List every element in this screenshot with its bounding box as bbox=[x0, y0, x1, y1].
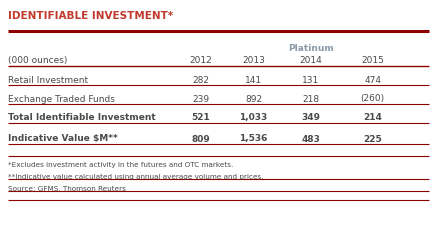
Text: 1,033: 1,033 bbox=[239, 113, 268, 122]
Text: 521: 521 bbox=[191, 113, 210, 122]
Text: 239: 239 bbox=[192, 94, 209, 104]
Text: *Excludes investment activity in the futures and OTC markets.: *Excludes investment activity in the fut… bbox=[8, 162, 233, 168]
Text: Exchange Traded Funds: Exchange Traded Funds bbox=[8, 94, 115, 104]
Text: 218: 218 bbox=[303, 94, 319, 104]
Text: Retail Investment: Retail Investment bbox=[8, 76, 88, 85]
Text: Source: GFMS, Thomson Reuters: Source: GFMS, Thomson Reuters bbox=[8, 186, 126, 192]
Text: 2015: 2015 bbox=[361, 56, 384, 65]
Text: (260): (260) bbox=[361, 94, 385, 104]
Text: 474: 474 bbox=[364, 76, 381, 85]
Text: 892: 892 bbox=[245, 94, 262, 104]
Text: 809: 809 bbox=[191, 134, 210, 143]
Text: Total Identifiable Investment: Total Identifiable Investment bbox=[8, 113, 156, 122]
Text: 2012: 2012 bbox=[189, 56, 212, 65]
Text: 225: 225 bbox=[363, 134, 382, 143]
Text: 2014: 2014 bbox=[299, 56, 322, 65]
Text: 282: 282 bbox=[192, 76, 209, 85]
Text: IDENTIFIABLE INVESTMENT*: IDENTIFIABLE INVESTMENT* bbox=[8, 11, 173, 21]
Text: Platinum: Platinum bbox=[288, 44, 334, 53]
Text: Indicative Value $M**: Indicative Value $M** bbox=[8, 134, 118, 143]
Text: (000 ounces): (000 ounces) bbox=[8, 56, 67, 65]
Text: **Indicative value calculated using annual average volume and prices.: **Indicative value calculated using annu… bbox=[8, 174, 263, 180]
Text: 131: 131 bbox=[302, 76, 320, 85]
Text: 141: 141 bbox=[245, 76, 262, 85]
Text: 1,536: 1,536 bbox=[239, 134, 268, 143]
Text: 2013: 2013 bbox=[242, 56, 265, 65]
Text: 349: 349 bbox=[301, 113, 321, 122]
Text: 214: 214 bbox=[363, 113, 382, 122]
Text: 483: 483 bbox=[302, 134, 320, 143]
